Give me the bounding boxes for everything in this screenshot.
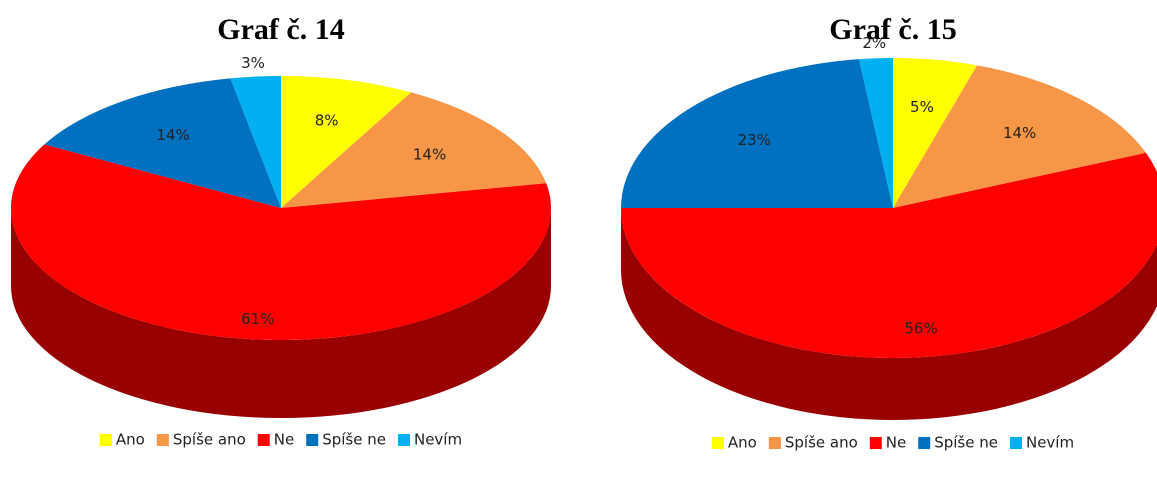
legend-label: Ano: [728, 434, 757, 452]
pie-side: [11, 208, 551, 418]
data-label: 5%: [910, 98, 934, 116]
legend-swatch: [768, 437, 781, 449]
legend-label: Spíše ano: [785, 434, 858, 452]
data-label: 14%: [413, 146, 446, 164]
legend-swatch: [869, 437, 882, 449]
legend-swatch: [1009, 437, 1022, 449]
pie-slice: [281, 76, 412, 208]
legend-swatch: [156, 434, 169, 446]
data-label: 3%: [241, 54, 265, 72]
pie-slice: [44, 78, 281, 209]
pie-slice: [230, 76, 281, 208]
data-label: 56%: [904, 320, 937, 338]
legend-label: Ne: [274, 431, 294, 449]
legend-label: Spíše ne: [934, 434, 998, 452]
data-label: 14%: [156, 126, 189, 144]
legend-label: Ano: [116, 431, 145, 449]
legend-swatch: [711, 437, 724, 449]
legend-label: Nevím: [414, 431, 462, 449]
pie-slice: [893, 65, 1146, 208]
data-label: 8%: [315, 112, 339, 130]
pie-slice: [10, 144, 551, 341]
legend-label: Spíše ano: [173, 431, 246, 449]
pie-slice: [281, 92, 547, 208]
data-label: 2%: [862, 34, 886, 52]
pie-slice: [621, 59, 893, 208]
data-label: 61%: [241, 310, 274, 328]
pie-chart: Graf č. 14 8% 14% 61% 14% 3% Ano Spíše ano Ne Spí…: [10, 13, 551, 449]
legend-swatch: [306, 434, 319, 446]
pie-slice: [621, 152, 1157, 358]
legend: Ano Spíše ano Ne Spíše ne Nevím: [711, 434, 1074, 452]
legend-label: Ne: [886, 434, 906, 452]
legend-swatch: [257, 434, 270, 446]
legend-swatch: [918, 437, 931, 449]
legend-label: Spíše ne: [322, 431, 386, 449]
chart-title: Graf č. 15: [829, 13, 956, 46]
pie-slice: [858, 58, 893, 208]
pie-side: [621, 208, 1157, 420]
chart-title: Graf č. 14: [217, 13, 344, 46]
legend-swatch: [99, 434, 112, 446]
legend: Ano Spíše ano Ne Spíše ne Nevím: [99, 431, 462, 449]
data-label: 14%: [1003, 124, 1036, 142]
legend-swatch: [397, 434, 410, 446]
legend-label: Nevím: [1026, 434, 1074, 452]
data-label: 23%: [738, 131, 771, 149]
pie-slice: [893, 58, 978, 208]
pie-chart: Graf č. 15 5% 14% 56% 23% 2% Ano Spíše ano Ne Spí…: [621, 13, 1157, 452]
